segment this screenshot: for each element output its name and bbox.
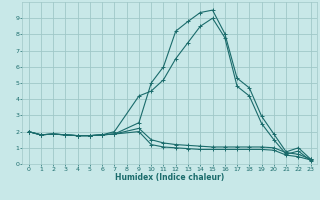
- X-axis label: Humidex (Indice chaleur): Humidex (Indice chaleur): [115, 173, 224, 182]
